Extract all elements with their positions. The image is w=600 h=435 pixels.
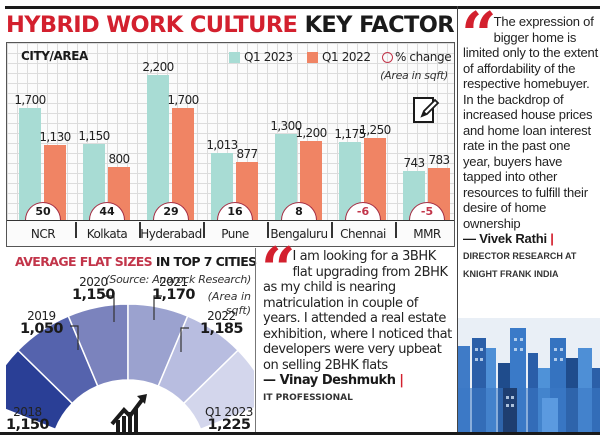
gauge-label: 2018 1,150 bbox=[6, 405, 49, 433]
legend-label: % change bbox=[395, 50, 452, 64]
value-label: 1,200 bbox=[295, 125, 327, 140]
chart-baseline bbox=[7, 219, 454, 221]
bar-q1-2022 bbox=[364, 137, 386, 220]
bar-q1-2022 bbox=[44, 145, 66, 220]
growth-chart-icon bbox=[110, 394, 147, 432]
bar-q1-2023 bbox=[147, 74, 169, 220]
quote-vinay: “ I am looking for a 3BHK flat upgrading… bbox=[261, 235, 455, 406]
quote-author: — Vivek Rathi bbox=[463, 231, 547, 246]
legend-q1-2023: Q1 2023 bbox=[229, 50, 293, 64]
leader-line bbox=[180, 327, 189, 352]
percent-change-badge: 50 bbox=[25, 202, 61, 220]
gauge-label: 2020 1,150 bbox=[72, 275, 115, 303]
bar-q1-2023 bbox=[83, 144, 105, 220]
gauge-label: 2022 1,185 bbox=[200, 309, 243, 337]
swatch-q1-2022 bbox=[307, 51, 318, 63]
value-label: 1,013 bbox=[206, 138, 238, 153]
unit-note: (Area in sqft) bbox=[380, 69, 448, 82]
city-label: Kolkata bbox=[86, 227, 128, 241]
flat-sizes-panel: AVERAGE FLAT SIZES IN TOP 7 CITIES (Sour… bbox=[6, 248, 257, 434]
axis-tick bbox=[75, 222, 77, 238]
bottom-rule bbox=[0, 432, 600, 435]
value-label: 1,130 bbox=[39, 130, 71, 145]
quote-text: I am looking for a 3BHK flat upgrading f… bbox=[263, 249, 452, 373]
quote-author: — Vinay Deshmukh bbox=[263, 373, 396, 388]
axis-tick bbox=[331, 222, 333, 238]
value-label: 1,175 bbox=[334, 127, 366, 142]
city-bar-chart: CITY/AREA Q1 2023 Q1 2022 % change (Area… bbox=[6, 42, 455, 247]
value-label: 1,250 bbox=[359, 122, 391, 137]
legend-label: Q1 2023 bbox=[244, 50, 293, 64]
value-label: 877 bbox=[236, 147, 258, 162]
value-label: 783 bbox=[428, 153, 450, 168]
bar-q1-2023 bbox=[275, 134, 297, 220]
title-red: HYBRID WORK CULTURE bbox=[6, 12, 298, 38]
page-title: HYBRID WORK CULTURE KEY FACTOR bbox=[6, 12, 455, 38]
flat-title-black: IN TOP 7 CITIES bbox=[155, 254, 257, 269]
quote-mark-icon: “ bbox=[461, 0, 497, 71]
value-label: 800 bbox=[108, 152, 130, 167]
leader-line bbox=[70, 325, 79, 350]
value-label: 1,700 bbox=[167, 92, 199, 107]
title-black: KEY FACTOR bbox=[304, 12, 455, 38]
axis-label: CITY/AREA bbox=[21, 49, 88, 63]
legend-q1-2022: Q1 2022 bbox=[307, 50, 371, 64]
gauge-segment-q1-2023 bbox=[182, 349, 254, 431]
section-divider bbox=[255, 248, 256, 435]
axis-tick bbox=[139, 222, 141, 238]
bar-q1-2023 bbox=[339, 142, 361, 220]
bar-q1-2022 bbox=[300, 140, 322, 220]
city-axis: NCR Kolkata Hyderabad Pune Bengaluru Chennai M… bbox=[7, 221, 454, 246]
flat-title-red: AVERAGE FLAT SIZES bbox=[15, 254, 153, 269]
separator: | bbox=[399, 373, 404, 388]
city-label: MMR bbox=[413, 227, 441, 241]
cityscape-illustration bbox=[458, 318, 600, 435]
quote-role: DIRECTOR RESEARCH AT KNIGHT FRANK INDIA bbox=[463, 250, 577, 279]
half-donut-chart bbox=[6, 295, 254, 432]
unit-note: (Area in sqft) bbox=[208, 290, 251, 318]
top-rule bbox=[5, 6, 600, 9]
city-label: Hyderabad bbox=[140, 227, 202, 241]
swatch-q1-2023 bbox=[229, 51, 240, 63]
city-label: Pune bbox=[221, 227, 249, 241]
axis-tick bbox=[395, 222, 397, 238]
bar-q1-2023 bbox=[19, 107, 41, 220]
percent-change-badge: -6 bbox=[345, 202, 381, 220]
gauge-label: 2019 1,050 bbox=[20, 309, 63, 337]
bar-q1-2022 bbox=[172, 107, 194, 220]
gauge-label: 2021 1,170 bbox=[152, 275, 195, 303]
gauge-label: Q1 2023 1,225 bbox=[205, 405, 253, 433]
quote-role: IT PROFESSIONAL bbox=[263, 392, 353, 403]
value-label: 743 bbox=[403, 155, 425, 170]
separator: | bbox=[550, 231, 554, 246]
quote-vivek: “ The expression of bigger home is limit… bbox=[461, 0, 599, 283]
legend-label: Q1 2022 bbox=[322, 50, 371, 64]
city-label: Chennai bbox=[340, 227, 386, 241]
unit-line: sqft) bbox=[225, 304, 251, 317]
legend-change: % change bbox=[382, 50, 452, 64]
axis-tick bbox=[203, 222, 205, 238]
unit-line: (Area in bbox=[207, 290, 251, 303]
axis-tick bbox=[267, 222, 269, 238]
value-label: 1,300 bbox=[270, 119, 302, 134]
value-label: 1,700 bbox=[14, 92, 46, 107]
leader-line bbox=[104, 295, 115, 322]
ring-icon bbox=[382, 51, 393, 63]
source-note: (Source: Anarock Research) bbox=[105, 273, 251, 286]
leader-line bbox=[153, 295, 162, 320]
flat-sizes-title: AVERAGE FLAT SIZES IN TOP 7 CITIES bbox=[15, 254, 257, 269]
quote-text: The expression of bigger home is limited… bbox=[463, 14, 598, 231]
value-label: 2,200 bbox=[142, 59, 174, 74]
quote-mark-icon: “ bbox=[261, 235, 295, 305]
column-divider bbox=[457, 6, 458, 435]
city-label: Bengaluru bbox=[270, 227, 328, 241]
city-label: NCR bbox=[30, 227, 56, 241]
value-label: 1,150 bbox=[78, 129, 110, 144]
notepad-pencil-icon bbox=[413, 97, 440, 123]
